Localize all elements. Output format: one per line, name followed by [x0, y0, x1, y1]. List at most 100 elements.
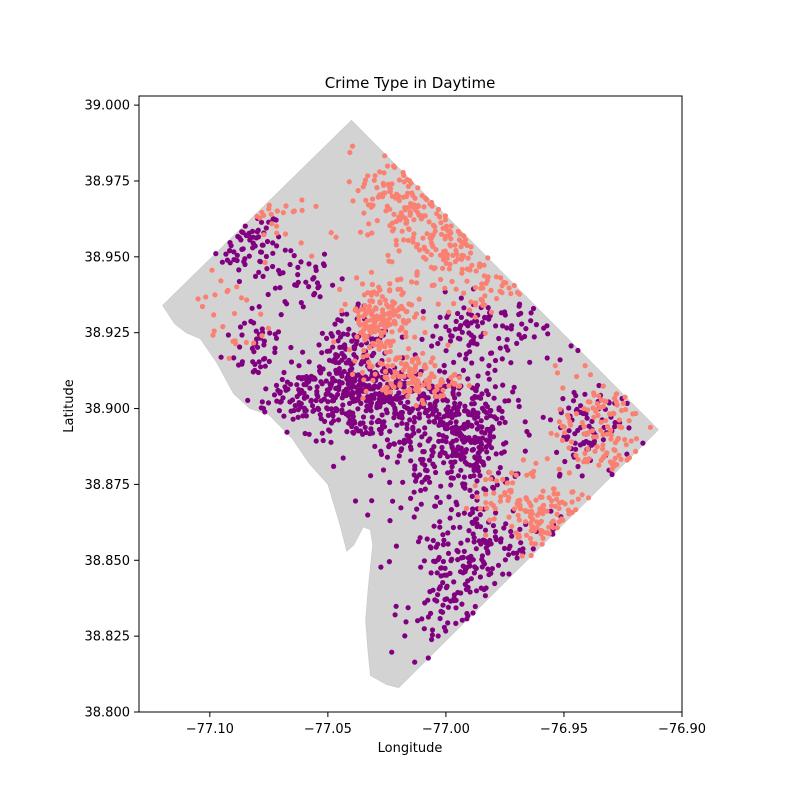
data-point — [396, 374, 402, 380]
data-point — [608, 432, 615, 438]
data-point — [271, 392, 278, 398]
data-point — [396, 414, 402, 420]
data-point — [263, 386, 269, 392]
data-point — [430, 355, 436, 361]
data-point — [448, 558, 454, 564]
data-point — [447, 338, 454, 344]
data-point — [371, 342, 377, 348]
data-point — [384, 339, 390, 346]
data-point — [453, 437, 459, 443]
data-point — [437, 314, 443, 320]
data-point — [493, 536, 499, 543]
data-point — [405, 399, 411, 405]
data-point — [556, 419, 563, 425]
data-point — [288, 248, 294, 254]
data-point — [611, 463, 617, 469]
data-point — [417, 247, 423, 253]
data-point — [482, 330, 488, 336]
data-point — [415, 356, 421, 362]
data-point — [474, 478, 480, 484]
data-point — [591, 392, 597, 398]
data-point — [386, 258, 392, 264]
data-point — [432, 265, 438, 271]
data-point — [362, 337, 368, 343]
data-point — [436, 431, 442, 438]
data-point — [456, 391, 462, 397]
data-point — [272, 349, 278, 355]
data-point — [339, 307, 345, 314]
data-point — [373, 326, 379, 332]
data-point — [575, 463, 581, 470]
data-point — [241, 320, 248, 326]
data-point — [489, 350, 495, 356]
data-point — [448, 223, 454, 229]
data-point — [482, 538, 488, 544]
data-point — [299, 207, 305, 213]
data-point — [437, 524, 443, 530]
data-point — [366, 221, 372, 227]
data-point — [325, 388, 331, 394]
data-point — [331, 339, 337, 345]
data-point — [485, 370, 491, 376]
data-point — [440, 580, 446, 586]
data-point — [479, 556, 485, 563]
data-point — [502, 419, 508, 425]
data-point — [568, 343, 574, 349]
x-axis: −77.10 −77.05 −77.00 −76.95 −76.90 — [186, 712, 706, 737]
data-point — [382, 153, 388, 159]
data-point — [405, 605, 411, 611]
data-point — [451, 381, 457, 387]
data-point — [316, 283, 322, 289]
data-point — [399, 420, 405, 426]
data-point — [384, 163, 391, 169]
data-point — [497, 345, 503, 351]
data-point — [488, 309, 494, 315]
data-point — [612, 424, 618, 430]
data-point — [379, 412, 385, 418]
data-point — [274, 223, 280, 229]
data-point — [549, 498, 555, 504]
data-point — [374, 403, 380, 409]
data-point — [494, 296, 500, 302]
data-point — [385, 181, 391, 187]
data-point — [403, 334, 409, 340]
data-point — [431, 523, 437, 529]
data-point — [480, 459, 486, 465]
data-point — [497, 498, 503, 504]
data-point — [411, 514, 417, 520]
data-point — [596, 382, 602, 389]
data-point — [417, 371, 423, 378]
data-point — [317, 411, 323, 418]
data-point — [509, 470, 515, 476]
data-point — [412, 195, 418, 201]
data-point — [234, 284, 240, 290]
data-point — [378, 329, 384, 335]
data-point — [620, 400, 627, 406]
data-point — [330, 282, 336, 288]
data-point — [491, 490, 497, 496]
data-point — [365, 512, 371, 518]
data-point — [447, 228, 453, 234]
data-point — [459, 329, 465, 335]
data-point — [334, 408, 340, 414]
data-point — [388, 339, 394, 345]
data-point — [528, 508, 535, 514]
data-point — [453, 419, 459, 425]
data-point — [581, 424, 587, 430]
data-point — [295, 375, 301, 381]
data-point — [424, 231, 430, 237]
data-point — [522, 519, 529, 525]
data-point — [437, 615, 443, 622]
data-point — [622, 436, 628, 443]
data-point — [251, 340, 257, 346]
data-point — [383, 390, 389, 396]
data-point — [448, 410, 454, 416]
data-point — [260, 405, 267, 412]
data-point — [438, 377, 445, 383]
data-point — [278, 312, 284, 318]
data-point — [581, 431, 587, 437]
data-point — [350, 198, 356, 204]
data-point — [218, 354, 224, 360]
y-tick-label: 38.800 — [85, 706, 131, 721]
data-point — [381, 170, 387, 176]
